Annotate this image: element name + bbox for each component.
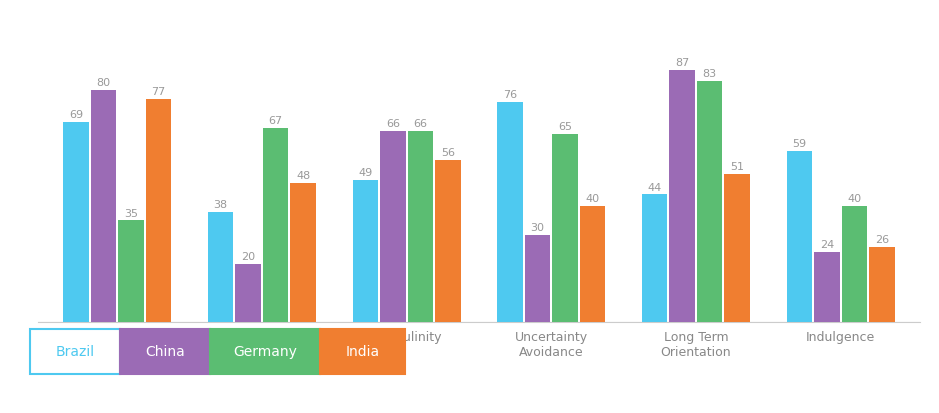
Bar (697, 82, 722, 322)
Text: Brazil: Brazil (55, 345, 95, 358)
Text: 80: 80 (97, 78, 111, 88)
Text: 67: 67 (269, 116, 283, 126)
Text: 51: 51 (731, 162, 745, 172)
Bar (352, 180, 378, 322)
Bar (63, 123, 88, 322)
Text: 87: 87 (675, 58, 689, 68)
Text: 56: 56 (440, 147, 454, 157)
Bar (118, 221, 144, 322)
Bar (91, 91, 116, 322)
Text: 26: 26 (875, 234, 889, 244)
Bar (290, 183, 316, 322)
Bar (579, 206, 606, 322)
Text: 44: 44 (648, 182, 662, 192)
Bar (525, 235, 550, 322)
Bar (870, 247, 895, 322)
Text: 35: 35 (124, 208, 138, 218)
Bar (787, 152, 812, 322)
Text: 40: 40 (847, 194, 861, 204)
Bar (208, 212, 234, 322)
Text: 38: 38 (213, 199, 227, 209)
Bar (814, 253, 839, 322)
Text: India: India (346, 345, 379, 358)
Bar (552, 134, 577, 322)
Bar (642, 195, 668, 322)
Bar (236, 264, 261, 322)
Text: 69: 69 (69, 110, 83, 120)
Text: Germany: Germany (233, 345, 297, 358)
Text: 59: 59 (793, 139, 807, 149)
Text: 49: 49 (358, 168, 373, 178)
Bar (724, 175, 750, 322)
Bar (670, 71, 695, 322)
Text: 76: 76 (503, 90, 517, 100)
Text: 20: 20 (241, 252, 255, 261)
Bar (498, 102, 523, 322)
Bar (841, 206, 867, 322)
Text: 48: 48 (296, 171, 310, 180)
Bar (146, 100, 171, 322)
Bar (408, 131, 433, 322)
Bar (435, 160, 460, 322)
Text: 24: 24 (820, 240, 834, 250)
Text: China: China (146, 345, 185, 358)
Text: 65: 65 (558, 121, 572, 131)
Bar (263, 128, 288, 322)
Text: 83: 83 (702, 69, 716, 79)
Text: 40: 40 (585, 194, 599, 204)
Text: 66: 66 (413, 119, 427, 128)
Text: 66: 66 (386, 119, 400, 128)
Bar (380, 131, 406, 322)
Text: 30: 30 (531, 223, 545, 233)
Text: 77: 77 (151, 87, 165, 97)
